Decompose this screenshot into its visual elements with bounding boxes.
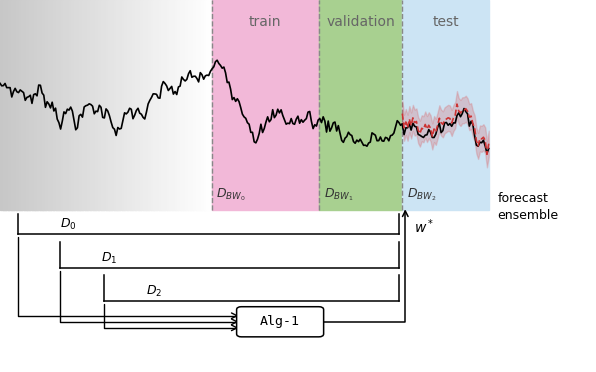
Bar (143, 0, 147, 210)
Bar (125, 0, 128, 210)
Text: $D_{BW_1}$: $D_{BW_1}$ (324, 186, 353, 203)
Bar (90, 0, 94, 210)
Text: $D_2$: $D_2$ (146, 284, 162, 299)
Bar (11, 0, 14, 210)
Bar (45, 0, 49, 210)
Bar (191, 0, 194, 210)
Bar (58, 0, 62, 210)
Bar (108, 0, 112, 210)
Bar (119, 0, 123, 210)
Bar (77, 0, 80, 210)
Bar (212, 0, 319, 210)
Bar (140, 0, 144, 210)
Bar (129, 0, 134, 210)
Bar (40, 0, 44, 210)
Bar (29, 0, 33, 210)
Bar (148, 0, 152, 210)
Bar (185, 0, 189, 210)
Bar (106, 0, 110, 210)
Bar (85, 0, 88, 210)
Bar (103, 0, 107, 210)
Text: validation: validation (326, 15, 395, 29)
Bar (55, 0, 60, 210)
Bar (172, 0, 176, 210)
Bar (156, 0, 160, 210)
Bar (122, 0, 126, 210)
Text: $D_{BW_2}$: $D_{BW_2}$ (407, 186, 437, 203)
Bar (18, 0, 23, 210)
Bar (2, 0, 7, 210)
Bar (72, 0, 75, 210)
Bar (206, 0, 210, 210)
Bar (138, 0, 141, 210)
Bar (0, 0, 4, 210)
Bar (95, 0, 99, 210)
Text: $D_{BW_0}$: $D_{BW_0}$ (216, 186, 246, 203)
Bar (159, 0, 163, 210)
Bar (164, 0, 168, 210)
Bar (162, 0, 165, 210)
Bar (50, 0, 54, 210)
Bar (180, 0, 184, 210)
Bar (61, 0, 64, 210)
Bar (8, 0, 12, 210)
Bar (87, 0, 91, 210)
Bar (69, 0, 73, 210)
Bar (151, 0, 154, 210)
Bar (188, 0, 191, 210)
Bar (101, 0, 104, 210)
FancyBboxPatch shape (237, 307, 324, 337)
Bar (35, 0, 38, 210)
Bar (114, 0, 117, 210)
Text: $D_1$: $D_1$ (101, 251, 117, 266)
Bar (132, 0, 136, 210)
Bar (153, 0, 157, 210)
Bar (204, 0, 207, 210)
Bar (82, 0, 86, 210)
Bar (5, 0, 9, 210)
Bar (319, 0, 402, 210)
Bar (198, 0, 202, 210)
Bar (135, 0, 139, 210)
Bar (116, 0, 120, 210)
Bar (24, 0, 27, 210)
Text: train: train (249, 15, 281, 29)
Bar (111, 0, 115, 210)
Bar (63, 0, 67, 210)
Bar (13, 0, 17, 210)
Bar (92, 0, 97, 210)
Bar (201, 0, 205, 210)
Bar (79, 0, 83, 210)
Bar (26, 0, 30, 210)
Bar (167, 0, 170, 210)
Text: test: test (432, 15, 459, 29)
Bar (169, 0, 173, 210)
Bar (209, 0, 213, 210)
Bar (16, 0, 20, 210)
Bar (42, 0, 46, 210)
Text: forecast
ensemble: forecast ensemble (498, 192, 559, 222)
Bar (195, 0, 200, 210)
Bar (127, 0, 131, 210)
Bar (98, 0, 102, 210)
Bar (182, 0, 187, 210)
Bar (53, 0, 57, 210)
Bar (74, 0, 78, 210)
Text: Alg-1: Alg-1 (260, 315, 300, 328)
Bar (66, 0, 70, 210)
Text: $w^*$: $w^*$ (414, 218, 434, 236)
Bar (193, 0, 197, 210)
Bar (32, 0, 36, 210)
Bar (48, 0, 51, 210)
Bar (402, 0, 489, 210)
Bar (145, 0, 149, 210)
Bar (21, 0, 25, 210)
Bar (177, 0, 181, 210)
Bar (175, 0, 178, 210)
Text: $D_0$: $D_0$ (60, 217, 76, 232)
Bar (37, 0, 41, 210)
